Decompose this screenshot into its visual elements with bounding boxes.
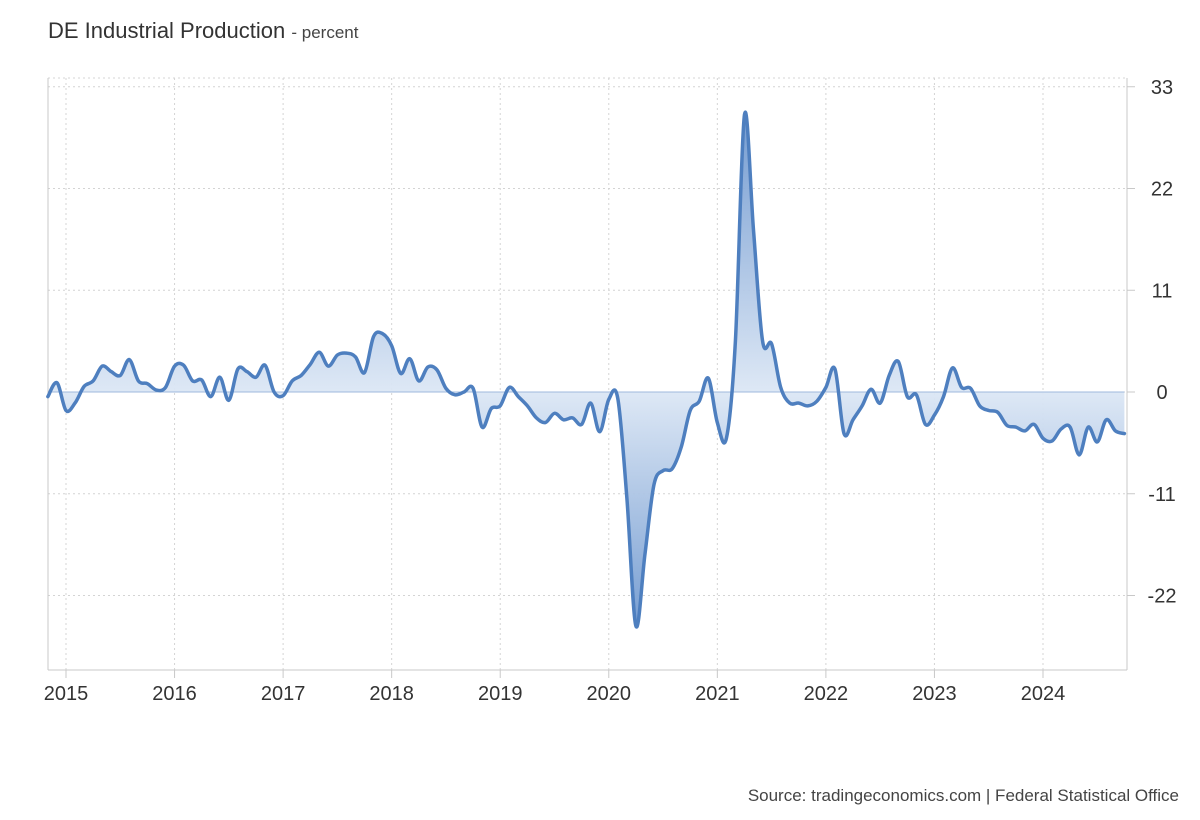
- y-tick-labels: 33 22 11 0 -11 -22: [1148, 77, 1177, 608]
- y-tick-label: -11: [1148, 484, 1175, 506]
- x-tick-label: 2017: [261, 683, 306, 705]
- x-tick-label: 2018: [369, 683, 414, 705]
- y-tick-label: 22: [1151, 179, 1173, 201]
- series-line: [46, 110, 1127, 629]
- chart-title-main: DE Industrial Production: [48, 18, 286, 43]
- series-line-group: [46, 110, 1127, 629]
- x-tick-label: 2022: [804, 683, 849, 705]
- x-tick-label: 2023: [912, 683, 957, 705]
- axes: [47, 78, 1135, 678]
- chart-title: DE Industrial Production - percent: [48, 18, 358, 44]
- area-fill: [47, 112, 1125, 627]
- y-tick-label: -22: [1148, 586, 1177, 608]
- x-tick-label: 2016: [152, 683, 197, 705]
- area-fill-negative: [47, 392, 1125, 627]
- grid-lines: [48, 77, 1127, 670]
- y-tick-label: 33: [1151, 77, 1173, 99]
- chart-subtitle: - percent: [291, 23, 359, 42]
- area-fill-positive: [47, 112, 1125, 392]
- x-tick-label: 2021: [695, 683, 740, 705]
- x-tick-label: 2019: [478, 683, 523, 705]
- x-tick-label: 2020: [587, 683, 632, 705]
- y-tick-label: 0: [1156, 382, 1167, 404]
- source-note: Source: tradingeconomics.com | Federal S…: [747, 786, 1179, 805]
- x-tick-label: 2024: [1021, 683, 1066, 705]
- x-tick-label: 2015: [44, 683, 89, 705]
- x-tick-labels: 2015 2016 2017 2018 2019 2020 2021 2022 2023 2024: [44, 683, 1066, 705]
- y-tick-label: 11: [1152, 280, 1173, 302]
